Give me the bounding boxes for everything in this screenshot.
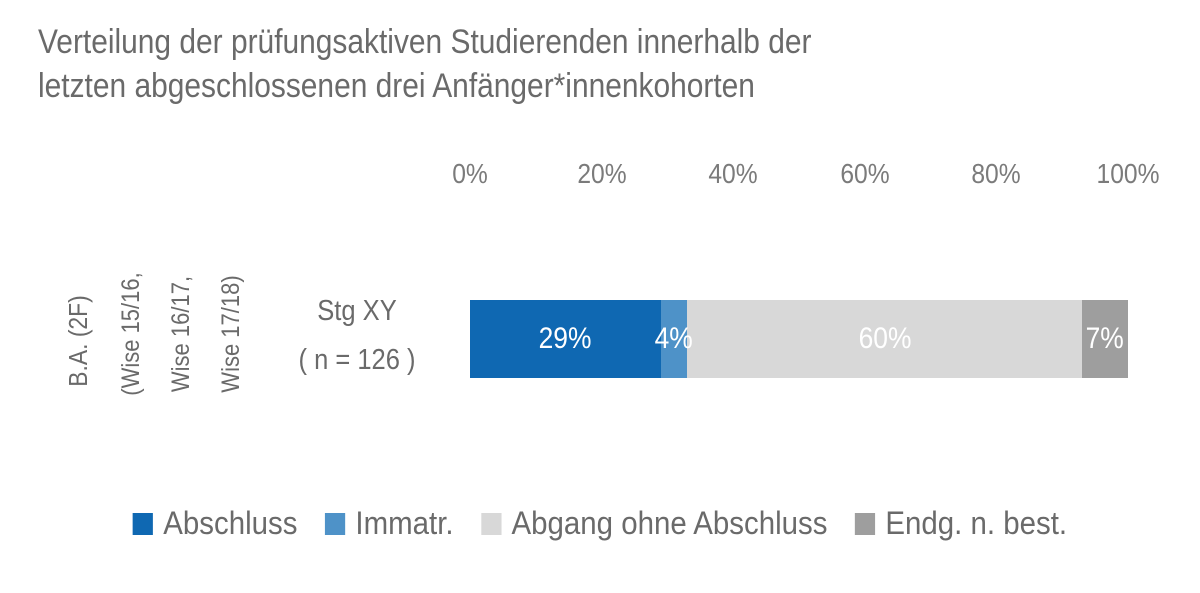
legend-swatch-abschluss: [132, 512, 154, 535]
bar-segment-endg: 7%: [1081, 300, 1128, 378]
y-axis-cohort-label: (Wise 15/16, Wise 16/17, Wise 17/18): [117, 272, 245, 396]
legend-item-abschluss: Abschluss: [132, 505, 298, 542]
chart-title: Verteilung der prüfungsaktiven Studieren…: [38, 23, 812, 105]
legend-item-immatr: Immatr.: [325, 505, 454, 542]
legend-label-abgang: Abgang ohne Abschluss: [511, 505, 828, 541]
bar-segment-abgang: 60%: [687, 300, 1082, 378]
x-tick-80: 80%: [971, 158, 1021, 189]
x-tick-20: 20%: [577, 158, 627, 189]
data-label-endg: 7%: [1085, 322, 1125, 355]
y-axis-group-label: B.A. (2F): [63, 295, 93, 387]
bar-segment-immatr: 4%: [655, 300, 693, 378]
legend-item-endg: Endg. n. best.: [855, 505, 1067, 542]
legend-swatch-endg: [855, 512, 876, 535]
data-label-abschluss: 29%: [538, 322, 592, 355]
category-label: Stg XY ( n = 126 ): [298, 295, 416, 376]
legend-label-abschluss: Abschluss: [163, 505, 298, 541]
data-label-abgang: 60%: [858, 322, 911, 355]
legend-label-endg: Endg. n. best.: [885, 505, 1068, 541]
legend-swatch-immatr: [325, 512, 346, 535]
x-tick-40: 40%: [708, 158, 758, 189]
x-tick-0: 0%: [452, 158, 488, 189]
x-tick-100: 100%: [1096, 158, 1160, 189]
legend: Abschluss Immatr. Abgang ohne Abschluss …: [48, 505, 1152, 542]
legend-item-abgang: Abgang ohne Abschluss: [481, 505, 827, 542]
legend-swatch-abgang: [481, 512, 502, 535]
x-tick-60: 60%: [840, 158, 890, 189]
bar-segment-abschluss: 29%: [470, 300, 661, 378]
stacked-bar: 29% 4% 60% 7%: [470, 300, 1128, 378]
legend-label-immatr: Immatr.: [355, 505, 454, 541]
data-label-immatr: 4%: [654, 322, 694, 355]
